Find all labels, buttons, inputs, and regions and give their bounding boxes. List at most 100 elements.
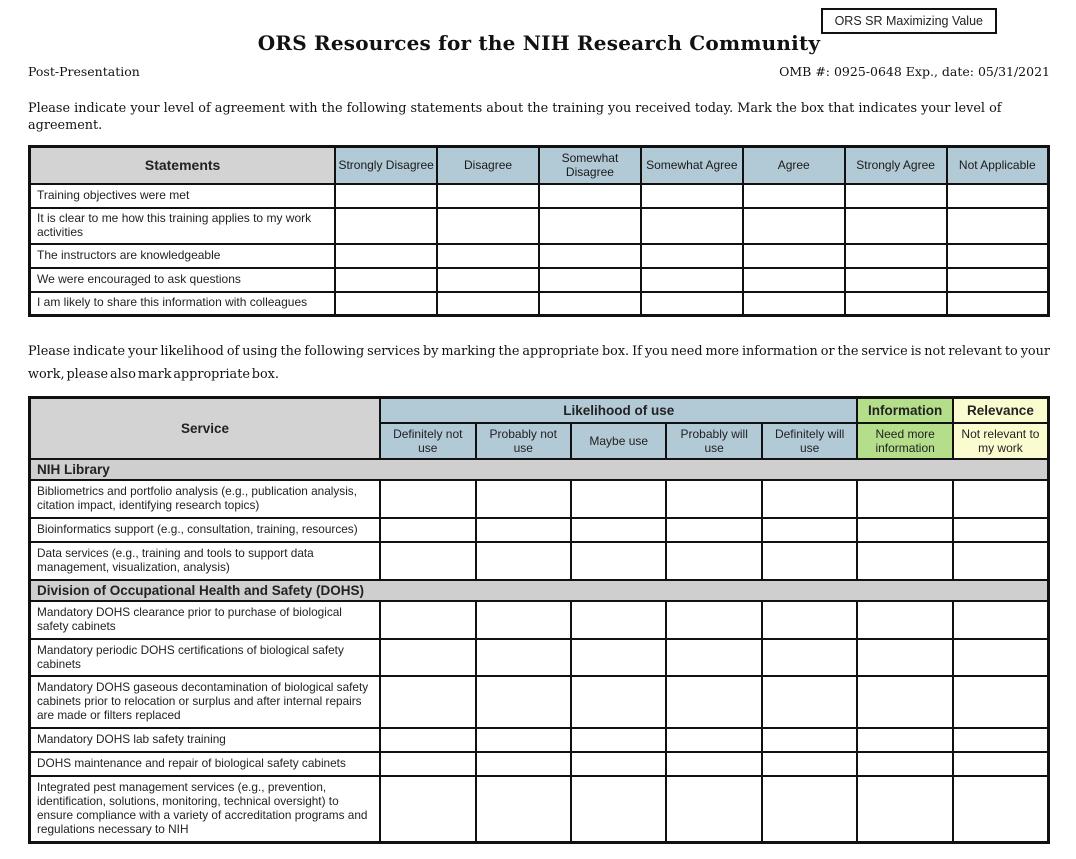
agreement-answer-cell[interactable] xyxy=(843,183,948,210)
service-answer-cell[interactable] xyxy=(951,775,1050,844)
service-answer-cell[interactable] xyxy=(760,479,859,519)
agreement-answer-cell[interactable] xyxy=(537,207,642,245)
service-answer-cell[interactable] xyxy=(856,751,954,778)
agreement-answer-cell[interactable] xyxy=(537,290,642,317)
service-answer-cell[interactable] xyxy=(856,775,954,844)
agreement-answer-cell[interactable] xyxy=(639,207,744,245)
agreement-answer-cell[interactable] xyxy=(945,183,1050,210)
service-answer-cell[interactable] xyxy=(569,516,668,543)
service-answer-cell[interactable] xyxy=(379,479,477,519)
agreement-answer-cell[interactable] xyxy=(639,183,744,210)
service-answer-cell[interactable] xyxy=(760,540,859,581)
service-answer-cell[interactable] xyxy=(474,637,572,678)
agreement-answer-cell[interactable] xyxy=(843,242,948,269)
service-answer-cell[interactable] xyxy=(951,637,1050,678)
service-answer-cell[interactable] xyxy=(856,727,954,754)
service-answer-cell[interactable] xyxy=(474,775,572,844)
service-answer-cell[interactable] xyxy=(760,599,859,640)
service-answer-cell[interactable] xyxy=(569,775,668,844)
service-answer-cell[interactable] xyxy=(760,675,859,730)
service-answer-cell[interactable] xyxy=(665,599,763,640)
agreement-answer-cell[interactable] xyxy=(537,266,642,293)
service-answer-cell[interactable] xyxy=(760,775,859,844)
service-answer-cell[interactable] xyxy=(665,675,763,730)
service-answer-cell[interactable] xyxy=(951,479,1050,519)
service-answer-cell[interactable] xyxy=(665,540,763,581)
agreement-header-row: Statements Strongly Disagree Disagree So… xyxy=(28,145,1050,186)
service-row: Mandatory DOHS gaseous decontamination o… xyxy=(28,675,1050,730)
service-answer-cell[interactable] xyxy=(379,775,477,844)
service-answer-cell[interactable] xyxy=(951,599,1050,640)
service-answer-cell[interactable] xyxy=(569,727,668,754)
agreement-answer-cell[interactable] xyxy=(436,266,540,293)
agreement-answer-cell[interactable] xyxy=(945,266,1050,293)
service-answer-cell[interactable] xyxy=(474,675,572,730)
agreement-answer-cell[interactable] xyxy=(945,207,1050,245)
service-answer-cell[interactable] xyxy=(379,599,477,640)
agreement-answer-cell[interactable] xyxy=(843,266,948,293)
agreement-answer-cell[interactable] xyxy=(639,266,744,293)
service-answer-cell[interactable] xyxy=(665,727,763,754)
agreement-answer-cell[interactable] xyxy=(639,290,744,317)
service-answer-cell[interactable] xyxy=(569,637,668,678)
agreement-answer-cell[interactable] xyxy=(436,207,540,245)
service-answer-cell[interactable] xyxy=(665,479,763,519)
agreement-answer-cell[interactable] xyxy=(741,183,846,210)
agreement-answer-cell[interactable] xyxy=(436,290,540,317)
agreement-answer-cell[interactable] xyxy=(334,266,439,293)
service-answer-cell[interactable] xyxy=(951,751,1050,778)
service-answer-cell[interactable] xyxy=(856,637,954,678)
service-answer-cell[interactable] xyxy=(474,479,572,519)
agreement-answer-cell[interactable] xyxy=(741,207,846,245)
service-answer-cell[interactable] xyxy=(379,727,477,754)
service-answer-cell[interactable] xyxy=(760,516,859,543)
service-answer-cell[interactable] xyxy=(474,516,572,543)
service-answer-cell[interactable] xyxy=(665,516,763,543)
agreement-answer-cell[interactable] xyxy=(741,242,846,269)
service-answer-cell[interactable] xyxy=(474,540,572,581)
service-answer-cell[interactable] xyxy=(569,540,668,581)
agreement-answer-cell[interactable] xyxy=(945,290,1050,317)
service-answer-cell[interactable] xyxy=(951,727,1050,754)
service-answer-cell[interactable] xyxy=(856,479,954,519)
service-answer-cell[interactable] xyxy=(379,516,477,543)
service-answer-cell[interactable] xyxy=(760,727,859,754)
service-answer-cell[interactable] xyxy=(951,675,1050,730)
service-answer-cell[interactable] xyxy=(379,637,477,678)
service-answer-cell[interactable] xyxy=(569,751,668,778)
service-answer-cell[interactable] xyxy=(951,516,1050,543)
service-answer-cell[interactable] xyxy=(569,599,668,640)
agreement-answer-cell[interactable] xyxy=(334,242,439,269)
agreement-answer-cell[interactable] xyxy=(639,242,744,269)
service-answer-cell[interactable] xyxy=(665,751,763,778)
agreement-answer-cell[interactable] xyxy=(741,290,846,317)
agreement-answer-cell[interactable] xyxy=(436,242,540,269)
service-answer-cell[interactable] xyxy=(665,637,763,678)
agreement-answer-cell[interactable] xyxy=(334,290,439,317)
service-answer-cell[interactable] xyxy=(760,637,859,678)
service-answer-cell[interactable] xyxy=(569,675,668,730)
service-answer-cell[interactable] xyxy=(474,751,572,778)
service-answer-cell[interactable] xyxy=(379,751,477,778)
agreement-answer-cell[interactable] xyxy=(945,242,1050,269)
agreement-answer-cell[interactable] xyxy=(334,207,439,245)
service-answer-cell[interactable] xyxy=(379,540,477,581)
agreement-answer-cell[interactable] xyxy=(537,183,642,210)
service-answer-cell[interactable] xyxy=(474,727,572,754)
service-answer-cell[interactable] xyxy=(569,479,668,519)
service-answer-cell[interactable] xyxy=(856,675,954,730)
agreement-answer-cell[interactable] xyxy=(334,183,439,210)
service-answer-cell[interactable] xyxy=(379,675,477,730)
service-answer-cell[interactable] xyxy=(951,540,1050,581)
service-answer-cell[interactable] xyxy=(760,751,859,778)
agreement-answer-cell[interactable] xyxy=(537,242,642,269)
service-answer-cell[interactable] xyxy=(474,599,572,640)
service-answer-cell[interactable] xyxy=(856,516,954,543)
agreement-answer-cell[interactable] xyxy=(436,183,540,210)
agreement-answer-cell[interactable] xyxy=(843,290,948,317)
agreement-answer-cell[interactable] xyxy=(741,266,846,293)
agreement-answer-cell[interactable] xyxy=(843,207,948,245)
service-answer-cell[interactable] xyxy=(665,775,763,844)
service-answer-cell[interactable] xyxy=(856,599,954,640)
service-answer-cell[interactable] xyxy=(856,540,954,581)
